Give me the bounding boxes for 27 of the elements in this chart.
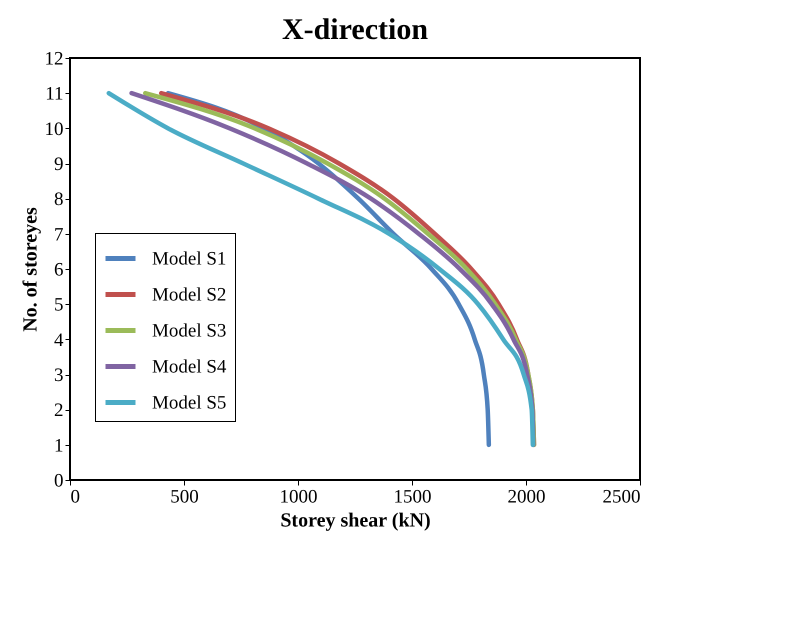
y-tick-label: 2 [54,400,64,422]
y-tick-label: 5 [54,294,64,316]
x-axis-title: Storey shear (kN) [280,510,431,532]
y-tick-label: 8 [54,189,64,210]
y-tick-label: 9 [54,154,64,175]
y-tick-label: 7 [54,224,64,246]
y-tick-label: 3 [54,365,64,386]
y-tick-label: 6 [54,260,64,280]
y-tick-label: 0 [54,470,64,492]
y-tick-label: 11 [45,84,64,105]
legend-label: Model S5 [152,392,226,414]
x-tick-label: 500 [170,486,199,508]
x-tick-label: 1500 [394,486,432,508]
legend-label: Model S4 [152,356,227,378]
y-tick-label: 4 [54,330,64,351]
y-tick-label: 10 [44,118,64,140]
y-axis-title: No. of storeyes [20,206,42,332]
x-tick-label: 2000 [508,486,546,508]
y-tick-label: 12 [44,48,64,70]
chart-title: X-direction [282,13,428,46]
x-tick-label: 2500 [602,486,640,508]
legend-label: Model S3 [152,320,226,342]
legend-label: Model S2 [152,284,226,306]
x-tick-label: 0 [70,486,80,508]
x-tick-label: 1000 [280,486,318,508]
legend-label: Model S1 [152,248,226,270]
y-tick-label: 1 [54,435,64,456]
